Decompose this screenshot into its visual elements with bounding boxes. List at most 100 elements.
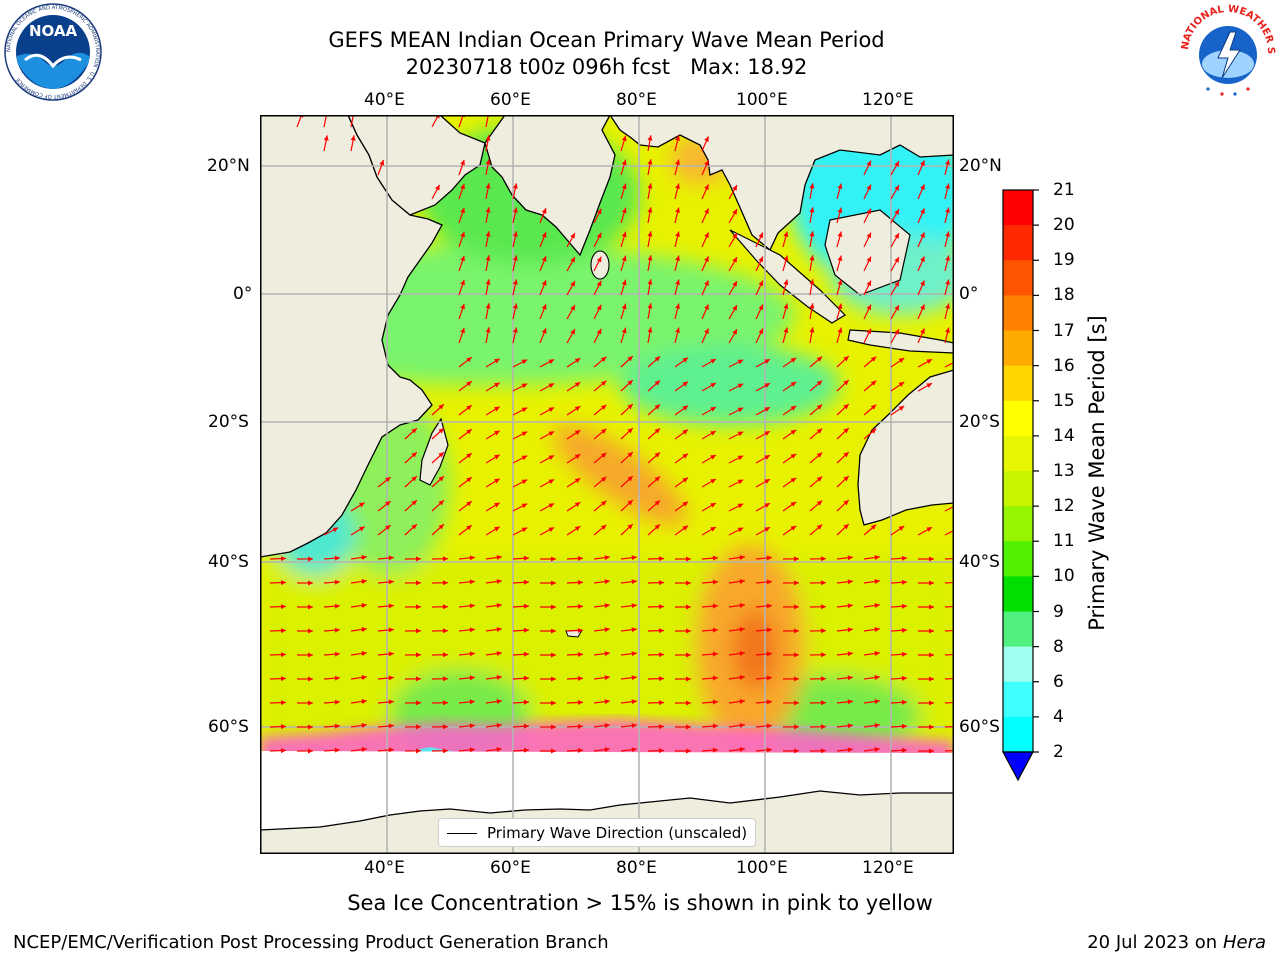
wave-arrow-head bbox=[631, 699, 637, 705]
sri-lanka-landmass bbox=[590, 250, 610, 280]
wave-arrow-head bbox=[766, 579, 772, 585]
wave-arrow-head bbox=[766, 723, 772, 729]
nws-logo: NATIONAL WEATHER SERVICE bbox=[1178, 2, 1276, 100]
colorbar-block bbox=[1003, 295, 1033, 331]
wave-arrow-head bbox=[496, 651, 502, 656]
wave-arrow-head bbox=[627, 524, 633, 530]
wave-arrow-head bbox=[621, 159, 627, 166]
lat-label-left: 0° bbox=[233, 284, 253, 304]
wave-arrow-head bbox=[874, 747, 880, 752]
colorbar-label: Primary Wave Mean Period [s] bbox=[1085, 315, 1109, 631]
wave-arrow-head bbox=[739, 722, 745, 728]
colorbar-block bbox=[1003, 435, 1033, 472]
colorbar-block bbox=[1003, 611, 1033, 648]
wave-arrow-head bbox=[550, 580, 556, 586]
wave-arrow-head bbox=[837, 207, 843, 214]
wave-arrow-head bbox=[820, 700, 826, 706]
wave-arrow-head bbox=[901, 627, 907, 633]
wave-arrow-head bbox=[920, 280, 925, 286]
wave-arrow-head bbox=[866, 160, 872, 167]
wave-arrow-head bbox=[843, 524, 849, 530]
wave-arrow-head bbox=[442, 652, 448, 658]
wave-arrow-head bbox=[712, 699, 718, 705]
wave-arrow-head bbox=[732, 329, 737, 335]
colorbar-block bbox=[1003, 541, 1033, 577]
wave-arrow-head bbox=[577, 652, 583, 657]
wave-arrow-head bbox=[739, 602, 745, 608]
wave-arrow-head bbox=[866, 232, 872, 239]
wave-arrow-head bbox=[466, 477, 472, 483]
wave-arrow-head bbox=[675, 159, 681, 165]
wave-arrow-head bbox=[361, 555, 367, 560]
wave-arrow-head bbox=[739, 578, 745, 584]
wave-arrow-head bbox=[945, 207, 951, 213]
wave-arrow-head bbox=[783, 255, 789, 262]
wave-arrow-head bbox=[631, 603, 637, 609]
wave-arrow-head bbox=[361, 579, 367, 584]
wave-arrow-head bbox=[548, 479, 555, 485]
wave-arrow-head bbox=[577, 748, 583, 753]
wave-arrow-head bbox=[621, 183, 627, 190]
lat-label-right: 20°N bbox=[959, 156, 1002, 176]
wave-arrow-head bbox=[675, 279, 681, 285]
wave-arrow-head bbox=[816, 380, 823, 386]
wave-arrow-head bbox=[574, 478, 581, 484]
wave-arrow-head bbox=[820, 556, 826, 562]
wave-arrow-head bbox=[494, 430, 500, 436]
wave-arrow-head bbox=[570, 257, 575, 263]
wave-arrow-head bbox=[604, 675, 610, 681]
colorbar-blocks bbox=[1003, 190, 1033, 753]
wave-arrow-head bbox=[764, 431, 770, 436]
wave-arrow-head bbox=[647, 279, 653, 285]
wave-arrow-head bbox=[496, 675, 502, 680]
wave-arrow-head bbox=[654, 476, 661, 482]
wave-arrow-head bbox=[280, 652, 286, 658]
wave-arrow-head bbox=[820, 724, 826, 730]
wave-arrow-head bbox=[820, 628, 826, 634]
wave-arrow-head bbox=[631, 627, 637, 633]
wave-arrow-head bbox=[574, 382, 581, 388]
wave-arrow-head bbox=[901, 651, 907, 657]
wave-arrow-head bbox=[894, 329, 899, 335]
colorbar-tick-label: 19 bbox=[1053, 250, 1075, 271]
wave-arrow-head bbox=[577, 700, 583, 705]
wave-arrow-head bbox=[604, 651, 610, 657]
wave-arrow-head bbox=[901, 723, 907, 729]
wave-arrow-head bbox=[523, 651, 529, 657]
wave-arrow-head bbox=[766, 699, 772, 705]
wave-arrow-head bbox=[712, 747, 718, 753]
wave-arrow-head bbox=[894, 257, 899, 263]
wave-arrow-head bbox=[496, 579, 502, 584]
wave-arrow-head bbox=[485, 231, 491, 237]
wave-arrow-head bbox=[737, 383, 744, 389]
wave-arrow-head bbox=[739, 554, 745, 560]
wave-arrow-head bbox=[764, 527, 770, 532]
wave-arrow-head bbox=[874, 579, 880, 584]
wave-arrow-head bbox=[901, 603, 907, 609]
wave-arrow-head bbox=[764, 479, 770, 484]
wave-arrow-head bbox=[809, 207, 815, 213]
wave-arrow-head bbox=[874, 555, 880, 560]
wave-arrow-head bbox=[647, 255, 653, 261]
wave-arrow-head bbox=[460, 183, 465, 190]
wave-arrow-head bbox=[928, 748, 934, 754]
wave-arrow-head bbox=[512, 327, 518, 333]
wave-arrow-head bbox=[627, 452, 633, 458]
wave-arrow-head bbox=[548, 359, 555, 365]
wave-arrow-head bbox=[494, 382, 500, 388]
wave-arrow-head bbox=[596, 328, 602, 335]
wave-arrow-head bbox=[523, 747, 529, 753]
wave-arrow-head bbox=[442, 604, 448, 610]
wave-arrow-head bbox=[682, 405, 688, 411]
colorbar-block bbox=[1003, 471, 1033, 507]
wave-arrow-head bbox=[334, 699, 340, 705]
wave-arrow-head bbox=[685, 556, 691, 562]
wave-arrow-head bbox=[712, 723, 718, 729]
wave-arrow-head bbox=[704, 256, 709, 262]
wave-arrow-head bbox=[710, 455, 716, 460]
wave-arrow-head bbox=[654, 428, 661, 434]
wave-arrow-head bbox=[550, 652, 556, 658]
wave-arrow-head bbox=[523, 675, 529, 681]
wave-arrow-head bbox=[466, 453, 472, 459]
wave-arrow-head bbox=[685, 652, 691, 658]
